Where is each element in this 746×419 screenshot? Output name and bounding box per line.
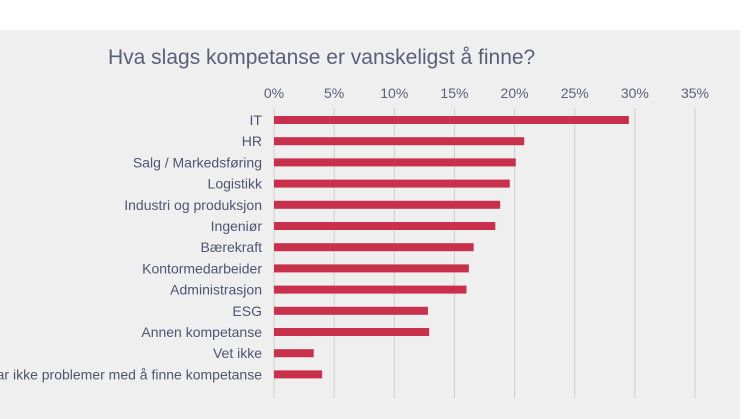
x-tick-label: 30% [621,85,649,101]
x-tick-label: 35% [681,85,709,101]
bar-1 [274,137,525,146]
bar-4 [274,200,501,209]
category-label: Salg / Markedsføring [133,154,262,170]
category-label: Annen kompetanse [141,324,262,340]
bar-10 [274,328,430,336]
x-tick-label: 15% [440,85,468,101]
bar-8 [274,285,467,294]
x-tick-label: 10% [380,85,408,101]
category-label: Vet ikke [213,345,262,361]
category-label: ESG [232,303,262,319]
x-tick-label: 20% [501,85,529,101]
x-tick-label: 25% [561,85,589,101]
x-tick-label: 5% [324,85,344,101]
category-label: Administrasjon [170,282,262,298]
bar-3 [274,179,510,188]
bar-11 [274,349,314,358]
category-label: Kontormedarbeider [142,260,262,276]
bar-5 [274,222,496,230]
category-label: HR [242,133,262,149]
category-label: Ingeniør [211,218,263,234]
top-strip [0,0,746,30]
bar-0 [274,116,629,124]
bar-6 [274,243,474,252]
chart-title: Hva slags kompetanse er vanskeligst å fi… [108,46,536,69]
bar-9 [274,306,428,315]
bar-7 [274,264,469,273]
category-label: Industri og produksjon [124,197,262,213]
category-label: IT [250,112,263,128]
category-label: Logistikk [208,176,263,192]
x-tick-label: 0% [264,85,284,101]
bar-2 [274,158,516,167]
bar-12 [274,370,323,379]
category-label: Har ikke problemer med å finne kompetans… [0,366,262,382]
category-label: Bærekraft [201,239,263,255]
